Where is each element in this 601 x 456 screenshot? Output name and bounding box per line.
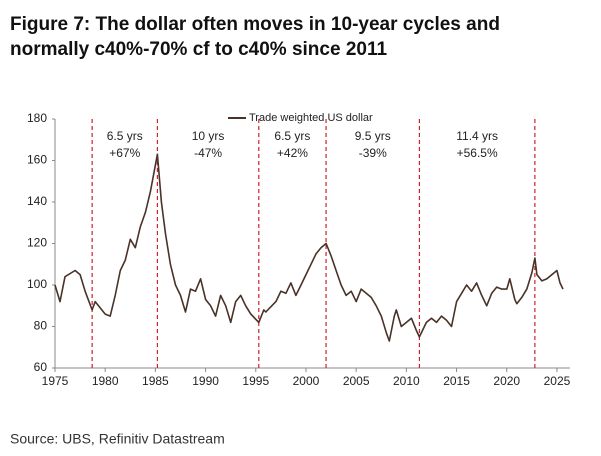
annotation: 10 yrs [192, 129, 225, 143]
legend-label: Trade weighted US dollar [249, 112, 373, 124]
annotation: -47% [194, 146, 222, 160]
series-line [54, 153, 564, 342]
y-tick-label: 180 [27, 111, 47, 125]
x-tick-label: 1980 [92, 374, 119, 388]
x-tick-label: 1985 [142, 374, 169, 388]
x-tick-label: 1975 [42, 374, 69, 388]
y-tick-label: 100 [27, 277, 47, 291]
x-tick-label: 2010 [393, 374, 420, 388]
x-tick-label: 1990 [192, 374, 219, 388]
x-tick-label: 2025 [544, 374, 571, 388]
y-tick-label: 140 [27, 194, 47, 208]
annotation: 9.5 yrs [355, 129, 391, 143]
annotation: +56.5% [457, 146, 498, 160]
y-tick-label: 60 [34, 360, 48, 374]
x-tick-label: 2015 [443, 374, 470, 388]
y-tick-label: 120 [27, 236, 47, 250]
annotation: 6.5 yrs [274, 129, 310, 143]
x-tick-label: 2000 [293, 374, 320, 388]
chart-title: Figure 7: The dollar often moves in 10-y… [10, 14, 500, 60]
x-tick-label: 1995 [242, 374, 269, 388]
x-tick-label: 2005 [343, 374, 370, 388]
y-tick-label: 80 [34, 319, 48, 333]
annotation: +42% [277, 146, 308, 160]
annotation: -39% [359, 146, 387, 160]
annotation: +67% [109, 146, 140, 160]
x-tick-label: 2020 [493, 374, 520, 388]
source: Source: UBS, Refinitiv Datastream [10, 431, 225, 447]
annotation: 11.4 yrs [456, 129, 498, 143]
y-tick-label: 160 [27, 153, 47, 167]
annotation: 6.5 yrs [107, 129, 143, 143]
